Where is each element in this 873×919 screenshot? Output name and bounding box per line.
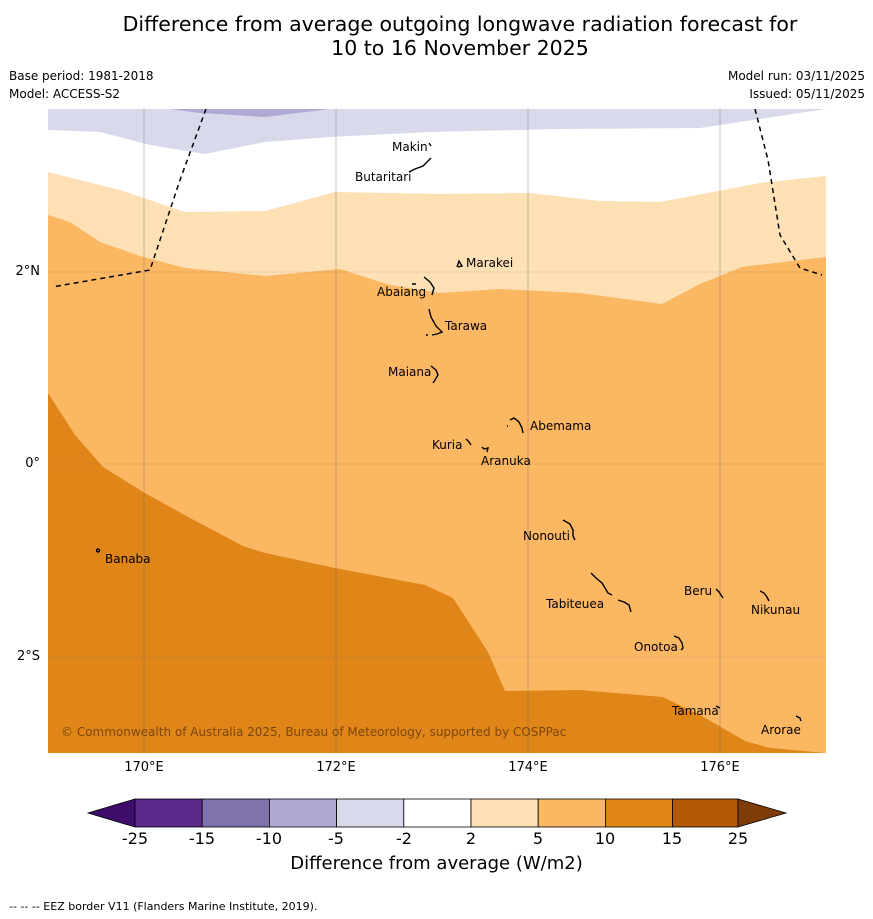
graticule [48,109,826,753]
label-beru: Beru [684,584,712,598]
lon-label-176e: 176°E [700,760,740,775]
colorbar-swatch-6 [470,798,539,828]
colorbar-tick: -25 [121,829,149,848]
meta-right: Model run: 03/11/2025 Issued: 05/11/2025 [728,67,865,103]
colorbar-swatch-5 [403,798,472,828]
label-tarawa: Tarawa [444,319,487,333]
issued-date: Issued: 05/11/2025 [749,87,865,101]
anomaly-contours [48,109,826,753]
label-maiana: Maiana [388,365,431,379]
colorbar-tick: -2 [396,829,412,848]
colorbar-tick: 25 [727,829,749,848]
label-onotoa: Onotoa [634,640,678,654]
colorbar-extend-low [86,798,136,828]
colorbar-extend-high [737,798,788,828]
eez-border [51,108,823,288]
colorbar-swatch-9 [672,798,739,828]
colorbar-tick: 10 [594,829,616,848]
label-marakei: Marakei [466,256,513,270]
label-butaritari: Butaritari [355,170,412,184]
meta-left: Base period: 1981-2018 Model: ACCESS-S2 [9,67,154,103]
title-line-1: Difference from average outgoing longwav… [122,12,798,36]
lat-label-2s: 2°S [16,649,40,664]
label-abaiang: Abaiang [377,285,426,299]
colorbar-swatch-2 [201,798,270,828]
colorbar-swatch-4 [336,798,405,828]
copyright-notice: © Commonwealth of Australia 2025, Bureau… [61,725,566,739]
contour-10-to-15 [48,393,826,753]
label-tamana: Tamana [671,704,719,718]
colorbar-swatch-8 [605,798,674,828]
eez-legend-footer: -- -- -- EEZ border V11 (Flanders Marine… [9,900,318,913]
title-line-2: 10 to 16 November 2025 [331,36,589,60]
lat-label-0: 0° [25,456,40,471]
lon-label-172e: 172°E [316,760,356,775]
base-period: Base period: 1981-2018 [9,69,154,83]
place-labels: Makin Butaritari Marakei Abaiang Tarawa … [105,140,801,737]
colorbar-swatch-7 [537,798,606,828]
colorbar-tick: 2 [465,829,477,848]
colorbar-label: Difference from average (W/m2) [290,853,583,874]
label-nikunau: Nikunau [751,603,800,617]
model-name: Model: ACCESS-S2 [9,87,121,101]
lon-label-174e: 174°E [508,760,548,775]
label-banaba: Banaba [105,552,151,566]
label-arorae: Arorae [761,723,801,737]
map-title: Difference from average outgoing longwav… [0,12,873,60]
colorbar-tick: 15 [661,829,683,848]
contour-neg-10-to-neg-5 [170,109,330,117]
lat-label-2n: 2°N [15,264,41,279]
islands [95,142,802,722]
colorbar-tick: -15 [188,829,216,848]
colorbar-swatch-1 [134,798,203,828]
colorbar-tick: -10 [255,829,283,848]
colorbar-tick: 5 [532,829,544,848]
lon-label-170e: 170°E [124,760,164,775]
colorbar-tick: -5 [328,829,344,848]
label-aranuka: Aranuka [481,454,531,468]
label-tabiteuea: Tabiteuea [545,597,604,611]
contour-neg-5-to-neg-2 [48,109,826,154]
model-run: Model run: 03/11/2025 [727,69,865,83]
label-kuria: Kuria [432,438,463,452]
label-nonouti: Nonouti [523,529,570,543]
colorbar-swatch-3 [268,798,337,828]
colorbar [86,798,788,828]
label-makin: Makin [392,140,428,154]
label-abemama: Abemama [530,419,591,433]
